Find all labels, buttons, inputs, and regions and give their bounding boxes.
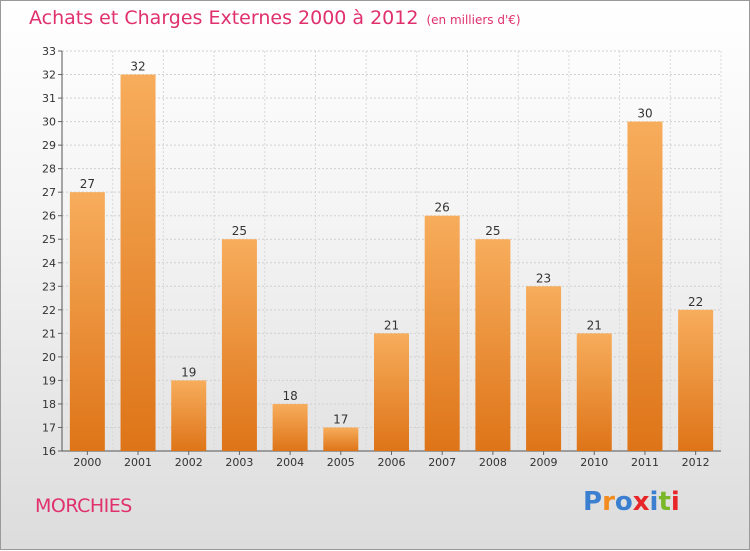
x-tick-label: 2007 xyxy=(428,456,456,469)
y-tick-label: 23 xyxy=(42,280,56,293)
bar-value-label: 25 xyxy=(232,224,247,238)
bar xyxy=(272,403,308,451)
logo-letter: x xyxy=(632,487,650,517)
bar-value-label: 27 xyxy=(80,177,95,191)
y-tick-label: 24 xyxy=(42,257,56,270)
y-tick-label: 20 xyxy=(42,351,56,364)
x-tick-label: 2000 xyxy=(73,456,101,469)
proxiti-logo: Proxiti xyxy=(583,487,680,517)
y-tick-label: 25 xyxy=(42,233,56,246)
place-name: MORCHIES xyxy=(35,495,132,517)
bar xyxy=(576,333,612,451)
bar-value-label: 26 xyxy=(435,201,450,215)
bar xyxy=(120,74,156,451)
y-tick-label: 22 xyxy=(42,304,56,317)
bar-value-label: 21 xyxy=(587,318,602,332)
y-tick-label: 29 xyxy=(42,139,56,152)
x-tick-label: 2003 xyxy=(225,456,253,469)
bars xyxy=(69,74,714,452)
y-tick-label: 27 xyxy=(42,186,56,199)
y-tick-label: 18 xyxy=(42,398,56,411)
x-tick-label: 2012 xyxy=(682,456,710,469)
y-tick-label: 31 xyxy=(42,92,56,105)
bar xyxy=(424,215,460,451)
bar xyxy=(69,192,105,452)
bar xyxy=(221,239,257,451)
x-tick-label: 2008 xyxy=(479,456,507,469)
y-tick-label: 30 xyxy=(42,116,56,129)
y-tick-label: 28 xyxy=(42,163,56,176)
logo-letter: o xyxy=(614,487,633,517)
chart-title-text: Achats et Charges Externes 2000 à 2012 xyxy=(29,7,419,29)
bar-value-label: 19 xyxy=(181,365,196,379)
logo-letter: i xyxy=(670,487,680,517)
bar-value-label: 32 xyxy=(130,60,145,74)
bar-value-label: 25 xyxy=(485,224,500,238)
bar-value-label: 17 xyxy=(333,412,348,426)
y-tick-label: 19 xyxy=(42,374,56,387)
bar-value-label: 23 xyxy=(536,271,551,285)
x-tick-label: 2006 xyxy=(378,456,406,469)
y-tick-label: 33 xyxy=(42,45,56,58)
logo-letter: t xyxy=(658,487,671,517)
logo-letter: i xyxy=(649,487,659,517)
y-tick-label: 17 xyxy=(42,421,56,434)
y-tick-label: 21 xyxy=(42,327,56,340)
y-tick-label: 26 xyxy=(42,210,56,223)
x-tick-label: 2002 xyxy=(175,456,203,469)
bar-value-label: 18 xyxy=(282,389,297,403)
bar-value-label: 21 xyxy=(384,318,399,332)
x-tick-label: 2010 xyxy=(580,456,608,469)
bar xyxy=(475,239,511,451)
x-tick-label: 2009 xyxy=(530,456,558,469)
x-tick-label: 2004 xyxy=(276,456,304,469)
labels: 27 2000 32 2001 19 2002 25 2003 18 2004 17 2005 21 20… xyxy=(73,60,709,469)
logo-letter: r xyxy=(602,487,615,517)
bar xyxy=(323,427,359,451)
bar xyxy=(374,333,409,451)
bar xyxy=(678,309,714,451)
bar-value-label: 30 xyxy=(637,107,652,121)
x-tick-label: 2011 xyxy=(631,456,659,469)
x-tick-label: 2005 xyxy=(327,456,355,469)
chart-title: Achats et Charges Externes 2000 à 2012 (e… xyxy=(29,7,521,29)
bar xyxy=(627,121,663,452)
chart-unit: (en milliers d'€) xyxy=(426,13,521,27)
bar-value-label: 22 xyxy=(688,295,703,309)
bar xyxy=(171,380,207,451)
y-tick-label: 32 xyxy=(42,69,56,82)
x-tick-label: 2001 xyxy=(124,456,152,469)
bar xyxy=(526,286,562,451)
logo-letter: P xyxy=(583,487,603,517)
y-tick-label: 16 xyxy=(42,445,56,458)
